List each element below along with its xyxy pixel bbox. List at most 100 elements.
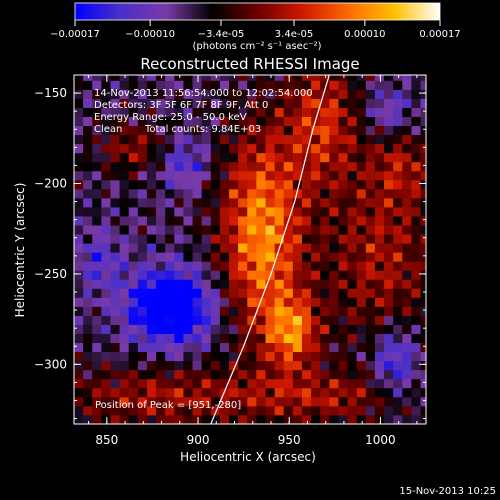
heatmap-cell	[292, 234, 303, 244]
heatmap-cell	[238, 270, 248, 280]
heatmap-cell	[256, 243, 266, 253]
heatmap-cell	[411, 387, 421, 398]
heatmap-cell	[146, 324, 157, 334]
heatmap-cell	[83, 197, 93, 208]
heatmap-cell	[74, 306, 84, 316]
heatmap-cell	[192, 243, 203, 253]
heatmap-cell	[192, 207, 203, 217]
heatmap-cell	[347, 288, 358, 298]
heatmap-cell	[92, 288, 102, 298]
heatmap-cell	[393, 234, 403, 244]
heatmap-cell	[92, 378, 102, 389]
heatmap-cell	[119, 161, 130, 172]
heatmap-cell	[83, 378, 93, 389]
heatmap-cell	[265, 89, 276, 99]
heatmap-cell	[192, 333, 203, 344]
heatmap-cell	[402, 170, 412, 181]
heatmap-cell	[128, 75, 139, 81]
heatmap-cell	[229, 98, 239, 108]
heatmap-cell	[219, 197, 230, 208]
heatmap-cell	[128, 234, 139, 244]
heatmap-cell	[219, 207, 230, 217]
heatmap-cell	[128, 333, 139, 344]
heatmap-cell	[402, 98, 412, 108]
heatmap	[74, 75, 426, 424]
heatmap-cell	[256, 143, 266, 154]
heatmap-cell	[192, 306, 203, 316]
heatmap-cell	[329, 216, 339, 226]
heatmap-cell	[338, 243, 348, 253]
heatmap-cell	[402, 306, 412, 316]
heatmap-cell	[338, 134, 348, 145]
heatmap-cell	[411, 89, 421, 99]
heatmap-cell	[201, 315, 212, 325]
heatmap-cell	[192, 378, 203, 389]
heatmap-cell	[274, 134, 285, 145]
heatmap-cell	[384, 216, 394, 226]
heatmap-cell	[320, 306, 330, 316]
heatmap-cell	[165, 134, 175, 145]
heatmap-cell	[356, 234, 367, 244]
heatmap-cell	[329, 342, 339, 353]
heatmap-cell	[356, 261, 367, 271]
heatmap-cell	[374, 279, 385, 289]
heatmap-cell	[146, 279, 157, 289]
heatmap-cell	[320, 170, 330, 181]
heatmap-cell	[92, 125, 102, 136]
heatmap-cell	[165, 378, 175, 389]
heatmap-cell	[201, 306, 212, 316]
heatmap-cell	[320, 324, 330, 334]
heatmap-cell	[83, 134, 93, 145]
heatmap-cell	[384, 179, 394, 190]
heatmap-cell	[338, 315, 348, 325]
y-tick-label: −200	[34, 176, 67, 190]
heatmap-cell	[256, 170, 266, 181]
heatmap-cell	[183, 270, 193, 280]
heatmap-cell	[365, 324, 376, 334]
heatmap-cell	[347, 306, 358, 316]
heatmap-cell	[229, 125, 239, 136]
heatmap-cell	[420, 378, 426, 389]
heatmap-cell	[174, 369, 184, 380]
heatmap-cell	[402, 270, 412, 280]
heatmap-cell	[420, 125, 426, 136]
heatmap-cell	[165, 116, 175, 127]
heatmap-cell	[146, 333, 157, 344]
heatmap-cell	[347, 234, 358, 244]
heatmap-cell	[393, 75, 403, 81]
heatmap-cell	[247, 288, 257, 298]
heatmap-cell	[201, 351, 212, 362]
heatmap-cell	[238, 75, 248, 81]
heatmap-cell	[229, 369, 239, 380]
heatmap-cell	[411, 351, 421, 362]
heatmap-cell	[119, 405, 130, 416]
heatmap-cell	[402, 261, 412, 271]
chart-title: Reconstructed RHESSI Image	[140, 55, 359, 73]
heatmap-cell	[329, 243, 339, 253]
heatmap-cell	[384, 125, 394, 136]
heatmap-cell	[119, 297, 130, 307]
heatmap-cell	[265, 161, 276, 172]
heatmap-cell	[128, 297, 139, 307]
heatmap-cell	[92, 252, 102, 262]
heatmap-cell	[229, 143, 239, 154]
heatmap-cell	[374, 252, 385, 262]
heatmap-cell	[420, 279, 426, 289]
heatmap-cell	[329, 387, 339, 398]
solar-limb-line	[210, 75, 330, 424]
heatmap-cell	[165, 107, 175, 117]
heatmap-cell	[384, 270, 394, 280]
heatmap-cell	[219, 414, 230, 424]
heatmap-cell	[283, 207, 294, 217]
heatmap-cell	[338, 179, 348, 190]
heatmap-cell	[283, 89, 294, 99]
heatmap-cell	[384, 143, 394, 154]
heatmap-cell	[301, 324, 312, 334]
heatmap-cell	[420, 306, 426, 316]
heatmap-cell	[347, 75, 358, 81]
heatmap-cell	[365, 261, 376, 271]
heatmap-cell	[320, 89, 330, 99]
heatmap-cell	[320, 216, 330, 226]
heatmap-cell	[174, 288, 184, 298]
heatmap-cell	[393, 170, 403, 181]
